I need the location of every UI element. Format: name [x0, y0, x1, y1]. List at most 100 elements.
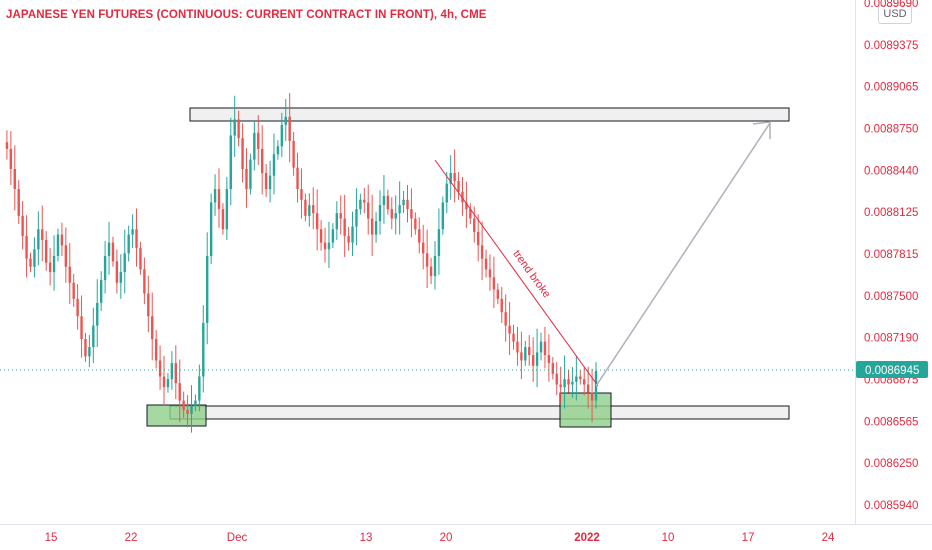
- candle-body: [88, 347, 91, 357]
- trend-broke-label: trend broke: [510, 248, 552, 300]
- candle-body: [249, 159, 252, 190]
- candle-body: [64, 245, 68, 267]
- time-tick-label: 20: [440, 532, 453, 544]
- candle-body: [500, 298, 503, 313]
- candle-body: [170, 363, 174, 380]
- candle-body: [151, 316, 154, 340]
- candle-body: [327, 242, 331, 250]
- candle-body: [147, 293, 150, 317]
- candle-body: [559, 384, 562, 388]
- candle-body: [590, 392, 594, 401]
- candle-body: [414, 218, 417, 230]
- candle-body: [425, 253, 429, 267]
- support-highlight-left[interactable]: [146, 404, 207, 427]
- price-tick-label: 0.0088125: [864, 207, 918, 219]
- candle-body: [433, 256, 437, 277]
- candle-body: [484, 258, 488, 270]
- candle-body: [315, 213, 319, 230]
- candle-body: [21, 215, 24, 236]
- time-tick-label: 13: [360, 532, 373, 544]
- candle-body: [367, 202, 370, 219]
- candle-body: [60, 234, 64, 246]
- candle-body: [378, 205, 382, 222]
- candle-body: [323, 242, 327, 250]
- candle-body: [296, 167, 299, 190]
- candle-body: [359, 199, 362, 210]
- candle-body: [221, 209, 225, 230]
- support-highlight-right[interactable]: [559, 392, 612, 428]
- candle-body: [272, 154, 276, 176]
- candle-body: [402, 199, 405, 206]
- time-tick-label: Dec: [227, 532, 248, 544]
- candle-body: [492, 277, 496, 290]
- last-price-tag: 0.0086945: [856, 361, 928, 378]
- candle-body: [48, 262, 52, 273]
- candle-body: [225, 189, 229, 230]
- candle-body: [17, 189, 20, 216]
- candle-body: [331, 229, 335, 243]
- price-axis[interactable]: 0.0089690 0.0089375 0.0089065 0.0088750 0.00…: [864, 0, 918, 512]
- candle-body: [107, 242, 111, 257]
- candle-body: [347, 235, 350, 243]
- price-tick-label: 0.0087190: [864, 333, 918, 345]
- price-tick-label: 0.0089690: [864, 0, 918, 10]
- price-tick-label: 0.0085940: [864, 500, 918, 512]
- candle-body: [335, 213, 339, 230]
- candle-body: [5, 142, 9, 149]
- candle-body: [33, 249, 36, 267]
- candle-body: [465, 202, 468, 210]
- currency-button[interactable]: USD: [878, 5, 912, 24]
- candle-body: [99, 280, 103, 303]
- candle-body: [233, 119, 236, 136]
- candle-body: [178, 383, 181, 401]
- price-tick-label: 0.0088440: [864, 165, 918, 177]
- time-tick-label: 17: [742, 532, 755, 544]
- price-tick-label: 0.0086250: [864, 458, 918, 470]
- trend-line[interactable]: [434, 159, 599, 387]
- candle-body: [96, 302, 99, 326]
- candle-body: [92, 325, 95, 348]
- time-axis[interactable]: 15 22 Dec 13 20 2022 10 17 24: [45, 532, 835, 544]
- candle-body: [555, 373, 558, 385]
- candle-body: [304, 199, 307, 216]
- time-tick-label: 2022: [574, 532, 600, 544]
- candle-body: [76, 298, 79, 317]
- candle-body: [374, 221, 378, 235]
- candle-body: [245, 168, 248, 190]
- candle-body: [586, 384, 590, 393]
- candle-body: [539, 341, 543, 353]
- candle-body: [217, 189, 221, 210]
- chart-title: JAPANESE YEN FUTURES (CONTINUOUS: CURREN…: [6, 9, 487, 21]
- support-zone[interactable]: [169, 405, 790, 420]
- candle-body: [406, 199, 409, 210]
- candle-body: [9, 148, 13, 169]
- candle-body: [166, 379, 170, 388]
- candle-body: [284, 116, 287, 125]
- candle-body: [300, 189, 303, 200]
- candle-body: [253, 132, 256, 160]
- candle-body: [143, 269, 146, 294]
- candle-body: [476, 231, 480, 246]
- candle-body: [158, 360, 162, 377]
- candle-body: [488, 269, 492, 278]
- candle-body: [461, 191, 464, 203]
- candle-body: [115, 261, 119, 283]
- candle-body: [135, 229, 138, 248]
- candle-body: [363, 199, 366, 203]
- candle-body: [457, 181, 460, 192]
- candle-body: [44, 239, 48, 263]
- candle-body: [418, 229, 421, 243]
- candle-body: [80, 316, 83, 340]
- candle-body: [123, 253, 126, 273]
- resistance-zone[interactable]: [189, 107, 790, 122]
- candle-body: [319, 229, 323, 243]
- candle-body: [268, 175, 272, 190]
- candle-body: [292, 140, 295, 168]
- projection-arrow[interactable]: [595, 121, 771, 387]
- candle-body: [567, 379, 570, 385]
- candle-body: [504, 312, 507, 326]
- candle-body: [535, 352, 539, 366]
- candle-body: [174, 363, 177, 384]
- candle-body: [154, 339, 158, 361]
